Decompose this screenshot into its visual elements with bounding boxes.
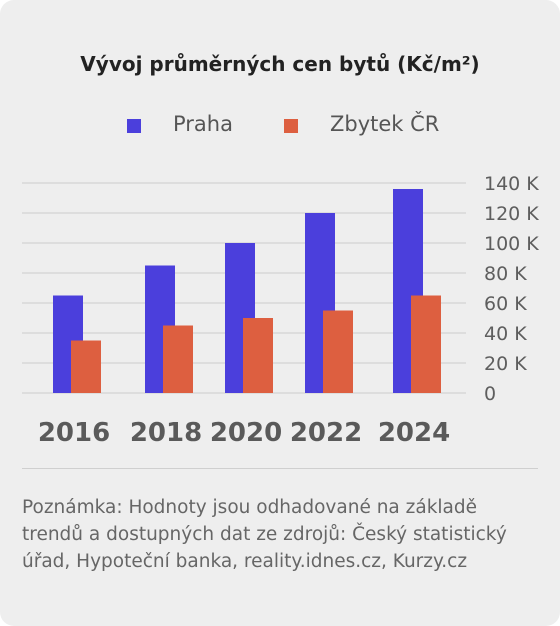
legend-swatch-praha [127, 119, 141, 133]
x-tick-label: 2018 [130, 418, 202, 448]
y-tick-label: 40 K [484, 323, 527, 345]
x-tick-label: 2016 [38, 418, 110, 448]
legend-label-zbytek: Zbytek ČR [330, 112, 440, 136]
bar-zbytek [323, 310, 353, 393]
y-tick-label: 80 K [484, 263, 527, 285]
bar-zbytek [411, 295, 441, 393]
x-tick-label: 2024 [378, 418, 450, 448]
legend-swatch-zbytek [284, 119, 298, 133]
y-tick-label: 0 [484, 383, 496, 405]
bar-zbytek [243, 318, 273, 393]
bar-chart: 0 20 K 40 K 60 K 80 K 100 K 120 K 140 K 2016 2018… [22, 173, 539, 448]
footnote: Poznámka: Hodnoty jsou odhadované na zák… [22, 497, 507, 572]
x-tick-label: 2022 [290, 418, 362, 448]
chart-legend: Praha Zbytek ČR [0, 112, 560, 138]
bar-zbytek [163, 325, 193, 393]
divider [22, 468, 538, 469]
y-tick-label: 60 K [484, 293, 527, 315]
y-tick-label: 140 K [484, 173, 539, 195]
y-tick-label: 120 K [484, 203, 539, 225]
bar-zbytek [71, 340, 101, 393]
x-tick-label: 2020 [210, 418, 282, 448]
legend-label-praha: Praha [173, 112, 233, 136]
y-tick-label: 100 K [484, 233, 539, 255]
y-tick-label: 20 K [484, 353, 527, 375]
chart-title: Vývoj průměrných cen bytů (Kč/m²) [80, 52, 480, 76]
